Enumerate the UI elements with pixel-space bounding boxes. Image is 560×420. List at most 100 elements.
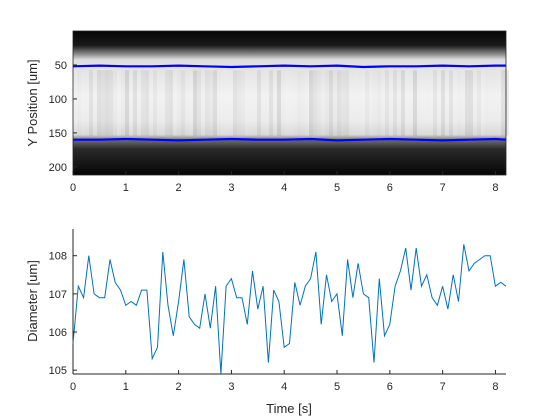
top-x-tick-label: 0 [70,182,76,194]
edge-traces [72,64,507,142]
image-column [113,70,117,135]
image-column [269,70,273,136]
image-column [249,70,253,135]
image-column [469,70,473,136]
top-x-tick-label: 7 [440,182,446,194]
image-column [293,70,297,135]
image-column [377,70,381,135]
diameter-line [72,244,507,375]
image-column [229,70,233,136]
image-column [285,70,289,136]
image-column-stripes [73,70,509,136]
image-column [429,70,433,136]
bottom-panel: 0 1 2 3 4 5 6 7 8 105 106 107 108 Diameter [um] Tim… [25,229,507,416]
x-axis-label: Time [s] [266,401,312,416]
image-column [165,70,169,136]
image-column [313,70,317,136]
image-column [345,70,349,136]
image-column [349,70,353,135]
image-column [73,70,77,136]
image-column [181,70,185,136]
image-column [277,70,281,136]
bottom-x-tick-label: 4 [281,381,287,393]
image-column [205,70,209,136]
image-column [85,70,89,135]
image-column [361,70,365,136]
image-column [405,70,409,136]
image-column [369,70,373,135]
image-column [137,70,141,135]
image-column [485,70,489,135]
image-column [193,70,197,136]
top-y-tick-label: 200 [49,162,67,174]
image-column [89,70,93,136]
image-column [257,70,261,136]
image-column [225,70,229,136]
image-column [241,70,245,135]
top-y-ticks: 50 100 150 200 [49,60,77,174]
top-x-tick-label: 5 [334,182,340,194]
image-column [81,70,85,136]
image-column [501,70,505,136]
image-column [481,70,485,136]
top-x-tick-label: 2 [176,182,182,194]
bottom-x-tick-label: 1 [123,381,129,393]
image-column [185,70,189,135]
bottom-y-axis-label: Diameter [um] [25,260,40,342]
bottom-x-tick-label: 8 [492,381,498,393]
bottom-x-tick-label: 2 [176,381,182,393]
image-background [73,31,506,175]
image-column [301,70,305,135]
image-column [321,70,325,135]
image-column [169,70,173,136]
image-column [445,70,449,136]
image-column [337,70,341,136]
image-column [173,70,177,136]
image-column [141,70,145,136]
image-column [189,70,193,136]
bottom-x-tick-label: 5 [334,381,340,393]
image-column [421,70,425,136]
image-column [149,70,153,135]
image-column [441,70,445,136]
image-column [365,70,369,135]
image-column [289,70,293,136]
top-y-axis-label: Y Position [um] [25,59,40,146]
bottom-y-ticks: 105 106 107 108 [49,251,77,377]
image-column [449,70,453,136]
image-column [493,70,497,135]
top-x-tick-label: 3 [228,182,234,194]
image-column [77,70,81,135]
image-column [425,70,429,136]
image-column [401,70,405,136]
image-column [309,70,313,136]
image-column [177,70,181,135]
image-column [261,70,265,135]
top-x-tick-label: 6 [387,182,393,194]
image-column [253,70,257,135]
image-column [317,70,321,135]
image-column [453,70,457,136]
image-column [97,70,101,136]
image-column [101,70,105,136]
image-column [397,70,401,135]
image-column [333,70,337,135]
image-column [217,70,221,135]
top-panel: 0 1 2 3 4 5 6 7 8 50 100 150 200 Y Position [um] [25,30,509,194]
image-column [157,70,161,135]
image-column [341,70,345,136]
image-column [389,70,393,136]
bottom-y-tick-label: 105 [49,365,67,377]
image-column [457,70,461,135]
image-column [125,70,129,136]
bottom-y-tick-label: 107 [49,289,67,301]
bottom-y-tick-label: 108 [49,251,67,263]
bottom-x-tick-label: 0 [70,381,76,393]
image-column [373,70,377,135]
image-column [237,70,241,135]
image-column [133,70,137,136]
bottom-x-tick-label: 6 [387,381,393,393]
image-column [201,70,205,136]
image-column [213,70,217,136]
